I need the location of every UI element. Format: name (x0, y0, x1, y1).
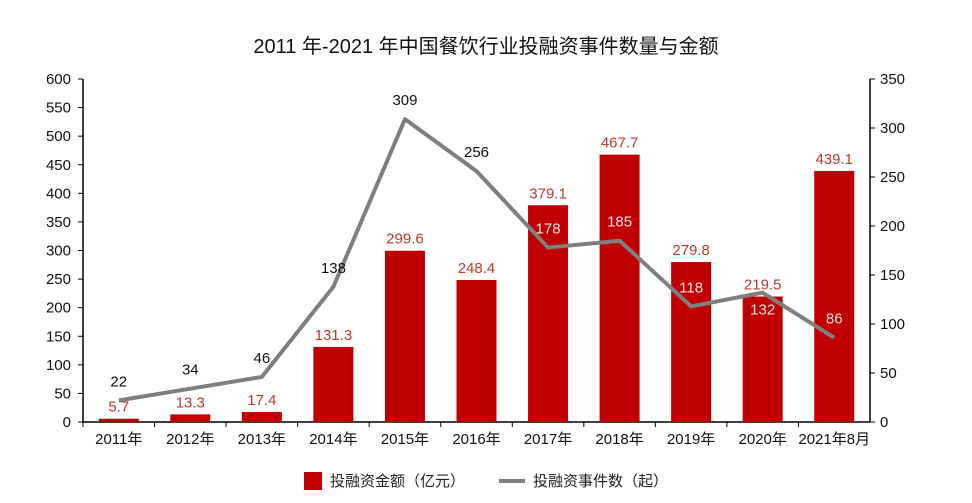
line-data-label: 138 (321, 260, 346, 277)
line-data-label: 256 (464, 144, 489, 161)
line-data-label: 118 (679, 279, 703, 296)
line-series (118, 117, 836, 403)
bar-data-label: 13.3 (176, 394, 205, 411)
x-tick-label: 2012年 (166, 431, 214, 448)
line-data-label: 34 (182, 362, 199, 379)
x-tick-label: 2018年 (595, 431, 643, 448)
x-tick-label: 2013年 (238, 431, 286, 448)
x-tick-label: 2019年 (667, 431, 715, 448)
bar (170, 414, 211, 422)
bar (98, 418, 139, 422)
left-tick-label: 350 (46, 214, 71, 231)
x-tick-label: 2021年8月 (798, 431, 870, 448)
right-tick-label: 350 (880, 71, 905, 88)
line-data-label: 46 (254, 350, 271, 367)
bar-data-label: 467.7 (601, 135, 639, 152)
x-tick-label: 2014年 (309, 431, 357, 448)
bar-data-label: 439.1 (815, 151, 853, 168)
bar-data-label: 279.8 (672, 242, 710, 259)
bar-data-label: 131.3 (315, 327, 353, 344)
left-tick-label: 150 (46, 328, 71, 345)
line-data-label: 22 (110, 373, 127, 390)
bar (742, 296, 783, 422)
left-tick-label: 500 (46, 128, 71, 145)
line-data-label: 185 (607, 214, 632, 231)
bar-data-label: 5.7 (108, 399, 129, 416)
right-tick-label: 100 (880, 316, 905, 333)
bar (384, 250, 425, 422)
bar-data-label: 248.4 (458, 260, 496, 277)
left-tick-label: 600 (46, 71, 71, 88)
right-tick-label: 50 (880, 365, 897, 382)
left-tick-label: 250 (46, 271, 71, 288)
left-tick-label: 550 (46, 100, 71, 117)
x-tick-label: 2016年 (452, 431, 500, 448)
right-tick-label: 150 (880, 267, 905, 284)
line-data-label: 309 (392, 92, 417, 109)
left-tick-label: 50 (54, 385, 71, 402)
x-tick-label: 2017年 (524, 431, 572, 448)
left-tick-label: 300 (46, 243, 71, 260)
line-data-label: 86 (826, 311, 843, 328)
legend-swatch-line (499, 478, 525, 483)
x-tick-label: 2011年 (95, 431, 142, 448)
bar-data-label: 219.5 (744, 277, 782, 294)
bar-data-label: 379.1 (529, 185, 567, 202)
right-tick-label: 200 (880, 218, 905, 235)
x-tick-label: 2020年 (738, 431, 786, 448)
left-tick-label: 450 (46, 157, 71, 174)
line-data-label: 132 (750, 302, 775, 319)
bar-data-label: 17.4 (247, 392, 276, 409)
legend-item-line: 投融资事件数（起） (499, 470, 668, 491)
bar (599, 154, 640, 422)
bar (671, 262, 712, 422)
bar-data-label: 299.6 (386, 231, 424, 248)
bar (528, 205, 569, 422)
line-data-label: 178 (536, 221, 561, 238)
left-tick-label: 100 (46, 357, 71, 374)
legend-swatch-bar (303, 471, 322, 490)
legend-label-bar: 投融资金额（亿元） (329, 473, 465, 490)
left-tick-label: 400 (46, 185, 71, 202)
legend-item-bar: 投融资金额（亿元） (303, 470, 465, 491)
bar (313, 346, 354, 422)
right-tick-label: 0 (880, 414, 888, 431)
legend-label-line: 投融资事件数（起） (533, 473, 669, 490)
right-tick-label: 250 (880, 169, 905, 186)
bar (241, 412, 282, 422)
right-tick-label: 300 (880, 120, 905, 137)
x-tick-label: 2015年 (381, 431, 429, 448)
chart-title: 2011 年-2021 年中国餐饮行业投融资事件数量与金额 (253, 36, 719, 58)
bar (814, 170, 855, 422)
left-tick-label: 200 (46, 300, 71, 317)
left-tick-label: 0 (63, 414, 71, 431)
bar (456, 279, 497, 422)
legend: 投融资金额（亿元） 投融资事件数（起） (0, 470, 972, 491)
